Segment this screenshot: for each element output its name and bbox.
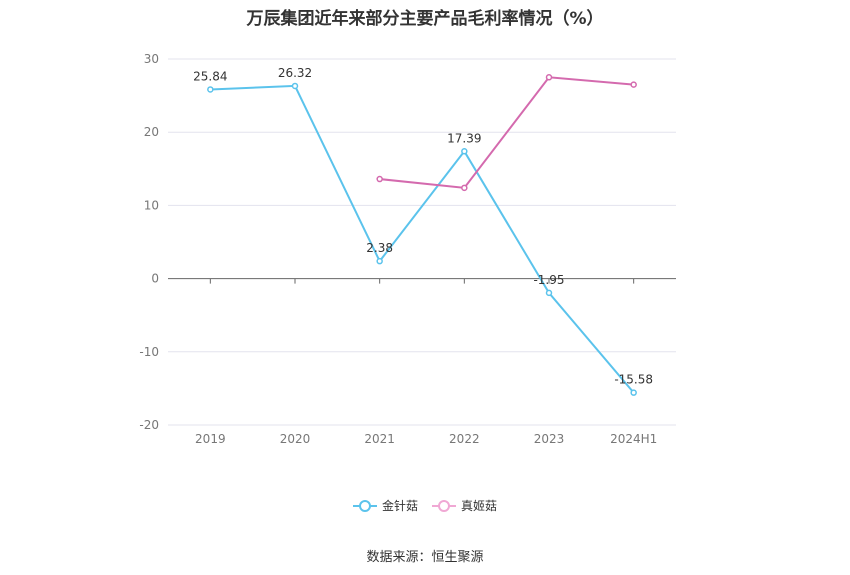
data-point	[291, 82, 299, 90]
data-label: 2.38	[366, 241, 393, 255]
data-label: -1.95	[533, 273, 564, 287]
y-tick-label: 20	[144, 125, 159, 139]
legend-label-series-1: 金针菇	[381, 499, 418, 513]
x-tick-label: 2021	[364, 432, 395, 446]
data-point	[630, 81, 637, 88]
y-tick-label: 10	[144, 198, 159, 212]
series-line-1	[210, 84, 635, 394]
legend-item-series-1[interactable]: 金针菇	[352, 497, 418, 514]
data-point	[461, 184, 468, 192]
x-tick-label: 2022	[449, 432, 480, 446]
y-tick-label: -20	[139, 418, 159, 432]
legend-item-series-2[interactable]: 真姬菇	[432, 497, 497, 514]
data-label: 25.84	[193, 69, 227, 83]
x-tick-label: 2024H1	[610, 432, 657, 446]
legend: 金针菇 真姬菇	[0, 497, 850, 514]
x-tick-label: 2023	[534, 432, 565, 446]
data-label: -15.58	[614, 373, 653, 387]
data-source: 数据来源：恒生聚源	[366, 550, 484, 565]
x-tick-label: 2019	[195, 432, 226, 446]
data-label: 17.39	[447, 131, 481, 145]
legend-label-series-2: 真姬菇	[461, 499, 498, 513]
data-label: 26.32	[278, 66, 312, 80]
legend-marker-series-1	[352, 499, 377, 512]
data-point	[545, 289, 553, 297]
data-point	[376, 257, 383, 265]
data-point	[461, 148, 468, 155]
data-point	[376, 175, 383, 183]
y-tick-label: 0	[151, 272, 159, 286]
x-tick-label: 2020	[280, 432, 311, 446]
y-tick-label: -10	[139, 345, 159, 359]
series-line-2	[379, 76, 634, 189]
chart-title: 万辰集团近年来部分主要产品毛利率情况（%）	[246, 9, 604, 29]
legend-marker-series-2	[432, 499, 456, 512]
data-point	[630, 389, 637, 396]
data-point	[207, 86, 214, 93]
y-tick-label: 30	[144, 52, 159, 66]
data-point	[545, 74, 553, 81]
